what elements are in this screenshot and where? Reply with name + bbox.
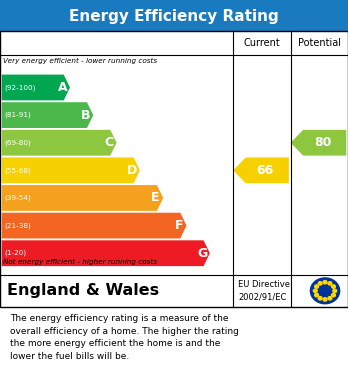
Text: EU Directive
2002/91/EC: EU Directive 2002/91/EC <box>238 280 290 301</box>
Text: A: A <box>57 81 67 94</box>
Text: (21-38): (21-38) <box>5 222 31 229</box>
Text: (55-68): (55-68) <box>5 167 31 174</box>
Circle shape <box>318 282 322 285</box>
Text: Current: Current <box>244 38 280 48</box>
Text: Very energy efficient - lower running costs: Very energy efficient - lower running co… <box>3 58 158 65</box>
Text: B: B <box>81 109 90 122</box>
Text: 80: 80 <box>314 136 331 149</box>
Circle shape <box>328 282 332 285</box>
Text: (1-20): (1-20) <box>5 250 27 256</box>
Polygon shape <box>2 158 140 183</box>
Text: F: F <box>175 219 183 232</box>
Polygon shape <box>291 130 346 156</box>
Text: G: G <box>197 247 207 260</box>
Circle shape <box>318 297 322 300</box>
Text: E: E <box>151 192 160 204</box>
Text: The energy efficiency rating is a measure of the
overall efficiency of a home. T: The energy efficiency rating is a measur… <box>10 314 239 361</box>
Circle shape <box>310 278 340 304</box>
Polygon shape <box>2 130 117 156</box>
Text: D: D <box>127 164 137 177</box>
Text: 66: 66 <box>257 164 274 177</box>
Circle shape <box>333 289 337 292</box>
Text: (69-80): (69-80) <box>5 140 31 146</box>
Text: (81-91): (81-91) <box>5 112 31 118</box>
Circle shape <box>323 280 327 284</box>
Text: (39-54): (39-54) <box>5 195 31 201</box>
Polygon shape <box>2 185 163 211</box>
Circle shape <box>315 285 318 288</box>
Polygon shape <box>2 75 70 100</box>
Polygon shape <box>2 213 187 239</box>
Text: (92-100): (92-100) <box>5 84 36 91</box>
Text: Potential: Potential <box>298 38 341 48</box>
Circle shape <box>332 285 335 288</box>
Text: Not energy efficient - higher running costs: Not energy efficient - higher running co… <box>3 259 158 265</box>
Circle shape <box>323 298 327 301</box>
Text: C: C <box>104 136 113 149</box>
Circle shape <box>315 293 318 297</box>
Text: England & Wales: England & Wales <box>7 283 159 298</box>
Polygon shape <box>2 240 210 266</box>
Polygon shape <box>2 102 93 128</box>
Text: Energy Efficiency Rating: Energy Efficiency Rating <box>69 9 279 24</box>
Circle shape <box>328 297 332 300</box>
Polygon shape <box>233 158 289 183</box>
Circle shape <box>332 293 335 297</box>
Circle shape <box>314 289 317 292</box>
Bar <box>0 0 348 30</box>
